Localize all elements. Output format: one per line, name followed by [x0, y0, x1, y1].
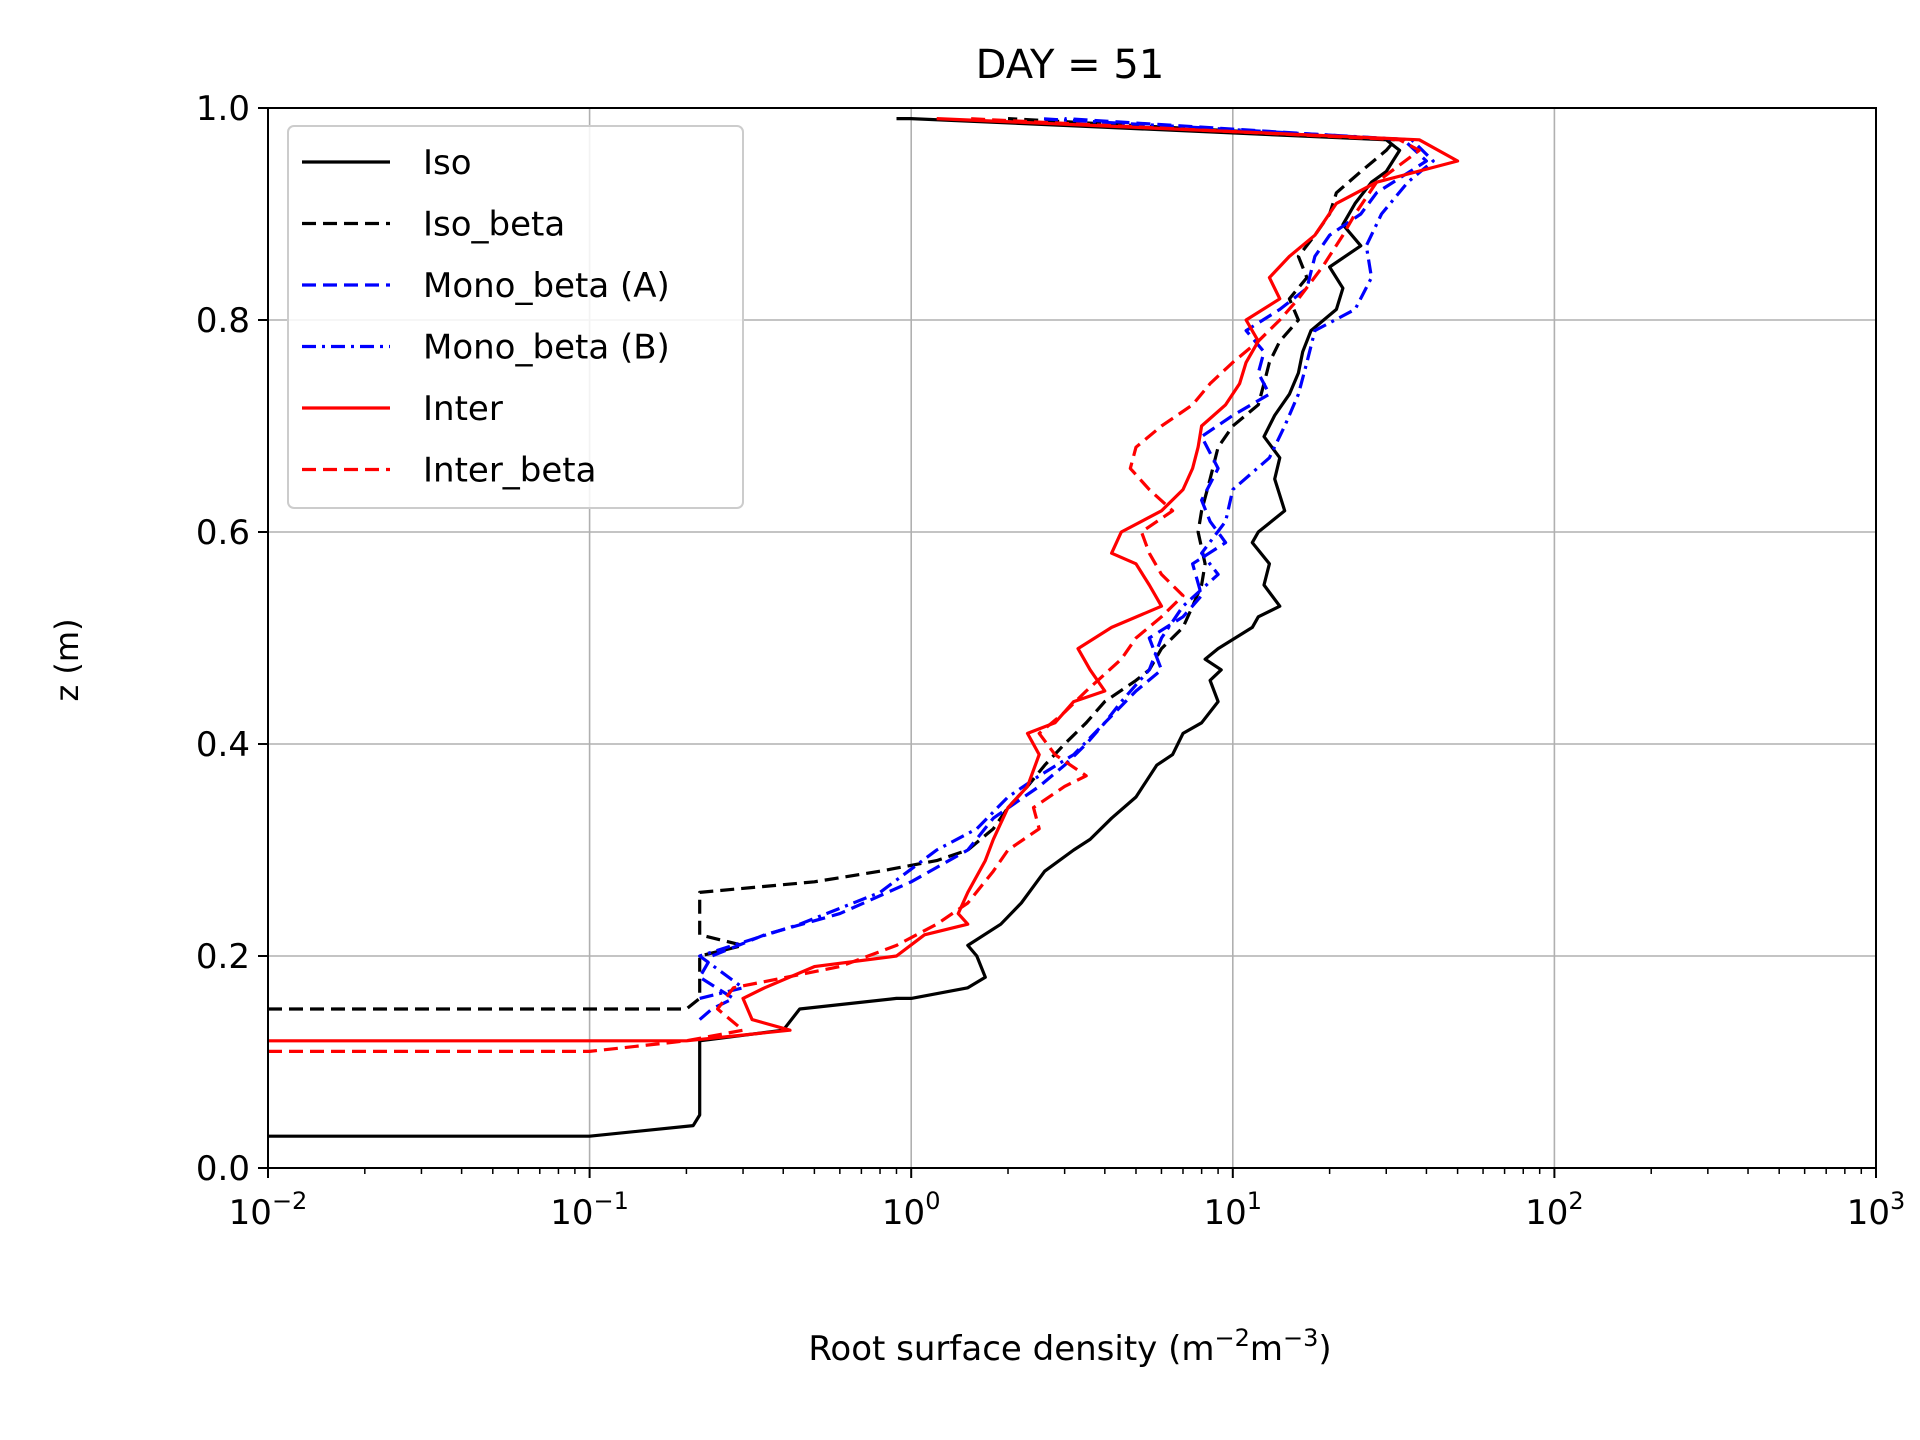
series-line-mono-beta-a [698, 117, 1429, 1021]
x-axis-label-mid: m [1250, 1329, 1283, 1369]
x-axis-label-end: ) [1318, 1329, 1331, 1369]
legend: Iso Iso_beta Mono_beta (A) Mono_beta (B) Int… [287, 125, 744, 509]
x-tick-label: 100 [882, 1187, 941, 1233]
x-tick-base: 10 [1525, 1193, 1568, 1233]
x-tick-exponent: −2 [272, 1187, 307, 1215]
major-ticks [258, 107, 1877, 1178]
x-tick-exponent: 0 [925, 1187, 940, 1215]
series-line-iso-beta [268, 117, 1397, 1011]
x-tick-label: 103 [1847, 1187, 1906, 1233]
legend-label: Inter [423, 389, 503, 429]
x-tick-exponent: 2 [1568, 1187, 1583, 1215]
legend-label: Mono_beta (A) [423, 266, 670, 306]
x-tick-label: 101 [1204, 1187, 1263, 1233]
y-tick-label: 0.6 [196, 513, 250, 553]
x-axis-label-sup1: −2 [1215, 1324, 1250, 1352]
x-axis-label: Root surface density (m−2m−3) [808, 1324, 1331, 1369]
x-tick-label: 102 [1525, 1187, 1584, 1233]
x-tick-exponent: 1 [1247, 1187, 1262, 1215]
series-line-inter [268, 117, 1460, 1043]
series-line-inter-beta [268, 117, 1421, 1054]
x-tick-base: 10 [1847, 1193, 1890, 1233]
x-tick-exponent: −1 [594, 1187, 629, 1215]
series-line-iso [268, 116, 1402, 1138]
y-tick-label: 0.8 [196, 301, 250, 341]
legend-items: Iso Iso_beta Mono_beta (A) Mono_beta (B) Int… [302, 143, 670, 491]
y-tick-label: 0.4 [196, 725, 250, 765]
x-tick-exponent: 3 [1890, 1187, 1905, 1215]
minor-ticks [364, 1168, 1863, 1174]
legend-label: Iso_beta [423, 205, 565, 245]
x-axis-label-sup2: −3 [1283, 1324, 1318, 1352]
x-tick-base: 10 [1204, 1193, 1247, 1233]
x-tick-base: 10 [229, 1193, 272, 1233]
plot-frame [267, 107, 1877, 1169]
chart-title: DAY = 51 [976, 42, 1165, 88]
legend-label: Inter_beta [423, 451, 596, 491]
legend-label: Iso [423, 143, 472, 183]
series-lines [268, 116, 1460, 1138]
x-axis-label-text: Root surface density (m [808, 1329, 1214, 1369]
x-tick-base: 10 [882, 1193, 925, 1233]
y-tick-label: 1.0 [196, 89, 250, 129]
y-axis-label: z (m) [48, 618, 86, 701]
legend-box [287, 125, 744, 509]
y-tick-label: 0.2 [196, 937, 250, 977]
legend-label: Mono_beta (B) [423, 328, 670, 368]
x-tick-labels: 10−2 10−1 100 101 102 103 [229, 1187, 1906, 1233]
y-tick-labels: 0.0 0.2 0.4 0.6 0.8 1.0 [196, 89, 250, 1189]
x-tick-base: 10 [550, 1193, 593, 1233]
x-tick-label: 10−1 [550, 1187, 629, 1233]
y-tick-label: 0.0 [196, 1149, 250, 1189]
series-line-mono-beta-b [698, 117, 1435, 1000]
x-tick-label: 10−2 [229, 1187, 308, 1233]
